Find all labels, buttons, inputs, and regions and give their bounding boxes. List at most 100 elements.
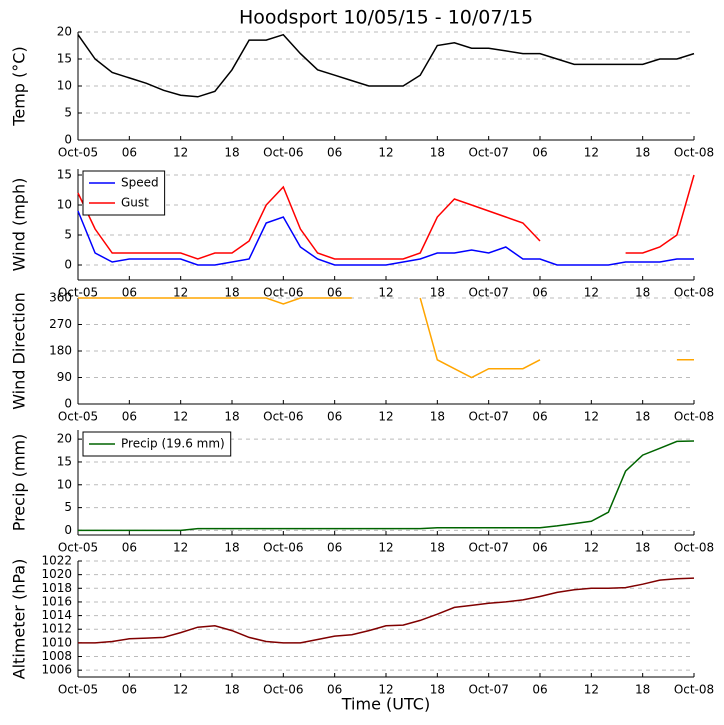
x-tick-label: Oct-05 <box>58 541 98 555</box>
y-tick-label: 270 <box>49 317 72 331</box>
x-tick-label: 06 <box>327 286 342 300</box>
data-line <box>78 297 694 379</box>
y-tick-label: 15 <box>57 52 72 66</box>
x-tick-label: 18 <box>430 286 445 300</box>
y-tick-label: 1008 <box>41 649 72 663</box>
legend-label: Gust <box>121 196 149 210</box>
x-tick-label: 12 <box>173 410 188 424</box>
x-tick-label: Oct-06 <box>263 541 303 555</box>
x-tick-label: 18 <box>635 146 650 160</box>
x-tick-label: Oct-06 <box>263 286 303 300</box>
y-tick-label: 15 <box>57 454 72 468</box>
x-tick-label: 18 <box>635 541 650 555</box>
x-tick-label: 06 <box>327 541 342 555</box>
x-tick-label: Oct-05 <box>58 683 98 697</box>
x-tick-label: 18 <box>430 541 445 555</box>
x-tick-label: 06 <box>122 541 137 555</box>
x-tick-label: Oct-06 <box>263 410 303 424</box>
y-tick-label: 0 <box>64 258 72 272</box>
y-tick-label: 180 <box>49 344 72 358</box>
y-axis-label: Wind (mph) <box>10 178 29 272</box>
x-tick-label: 12 <box>378 286 393 300</box>
x-tick-label: 06 <box>327 683 342 697</box>
x-tick-label: 06 <box>532 410 547 424</box>
x-tick-label: 18 <box>430 410 445 424</box>
x-tick-label: 12 <box>173 146 188 160</box>
y-tick-label: 0 <box>64 133 72 147</box>
legend-box <box>82 431 232 457</box>
y-tick-label: 0 <box>64 523 72 537</box>
y-tick-label: 5 <box>64 500 72 514</box>
x-tick-label: 12 <box>378 410 393 424</box>
x-tick-label: 12 <box>173 541 188 555</box>
y-tick-label: 1020 <box>41 567 72 581</box>
x-tick-label: Oct-08 <box>674 410 714 424</box>
y-tick-label: 5 <box>64 106 72 120</box>
y-tick-label: 20 <box>57 25 72 39</box>
x-tick-label: Oct-08 <box>674 683 714 697</box>
y-axis-label: Precip (mm) <box>10 434 29 532</box>
x-tick-label: 06 <box>532 146 547 160</box>
y-tick-label: 1018 <box>41 581 72 595</box>
x-tick-label: Oct-07 <box>468 286 508 300</box>
x-tick-label: 18 <box>430 683 445 697</box>
y-tick-label: 1010 <box>41 635 72 649</box>
x-tick-label: Oct-05 <box>58 146 98 160</box>
x-tick-label: 12 <box>378 146 393 160</box>
x-tick-label: 06 <box>122 683 137 697</box>
data-line <box>78 577 695 644</box>
x-tick-label: 06 <box>532 683 547 697</box>
x-tick-label: 18 <box>224 683 239 697</box>
y-tick-label: 10 <box>57 477 72 491</box>
x-tick-label: 06 <box>327 146 342 160</box>
x-tick-label: 12 <box>378 683 393 697</box>
y-tick-label: 1014 <box>41 608 72 622</box>
legend-label: Speed <box>121 176 159 190</box>
x-tick-label: 18 <box>224 410 239 424</box>
y-tick-label: 20 <box>57 432 72 446</box>
y-tick-label: 10 <box>57 79 72 93</box>
x-tick-label: Oct-05 <box>58 410 98 424</box>
y-tick-label: 1006 <box>41 663 72 677</box>
x-tick-label: Oct-08 <box>674 146 714 160</box>
x-tick-label: 18 <box>635 410 650 424</box>
x-tick-label: Oct-07 <box>468 541 508 555</box>
chart-title: Hoodsport 10/05/15 - 10/07/15 <box>239 7 533 29</box>
x-tick-label: 12 <box>173 683 188 697</box>
x-tick-label: 18 <box>224 146 239 160</box>
data-line <box>77 174 695 260</box>
y-tick-label: 15 <box>57 168 72 182</box>
x-tick-label: Oct-08 <box>674 286 714 300</box>
data-line <box>77 210 694 266</box>
x-tick-label: 06 <box>122 410 137 424</box>
x-tick-label: Oct-06 <box>263 683 303 697</box>
x-tick-label: Oct-08 <box>674 541 714 555</box>
legend-label: Precip (19.6 mm) <box>121 437 225 451</box>
x-tick-label: 12 <box>378 541 393 555</box>
x-tick-label: Oct-06 <box>263 146 303 160</box>
x-tick-label: 12 <box>584 146 599 160</box>
y-tick-label: 10 <box>57 198 72 212</box>
y-axis-label: Temp (°C) <box>10 46 29 126</box>
y-axis-label: Altimeter (hPa) <box>10 559 29 680</box>
x-tick-label: 12 <box>584 410 599 424</box>
x-tick-label: 12 <box>584 286 599 300</box>
y-tick-label: 1012 <box>41 622 72 636</box>
x-axis-label: Time (UTC) <box>341 695 430 714</box>
y-tick-label: 1022 <box>41 554 72 568</box>
x-tick-label: 18 <box>224 286 239 300</box>
x-tick-label: 12 <box>584 541 599 555</box>
data-line <box>78 440 695 532</box>
x-tick-label: 06 <box>122 286 137 300</box>
data-line <box>77 33 695 98</box>
y-tick-label: 360 <box>49 291 72 305</box>
y-tick-label: 5 <box>64 228 72 242</box>
x-tick-label: 06 <box>327 410 342 424</box>
x-tick-label: 18 <box>635 683 650 697</box>
x-tick-label: Oct-07 <box>468 410 508 424</box>
y-axis-label: Wind Direction <box>10 292 29 410</box>
x-tick-label: 18 <box>224 541 239 555</box>
y-tick-label: 90 <box>57 370 72 384</box>
legend-box <box>82 170 166 216</box>
